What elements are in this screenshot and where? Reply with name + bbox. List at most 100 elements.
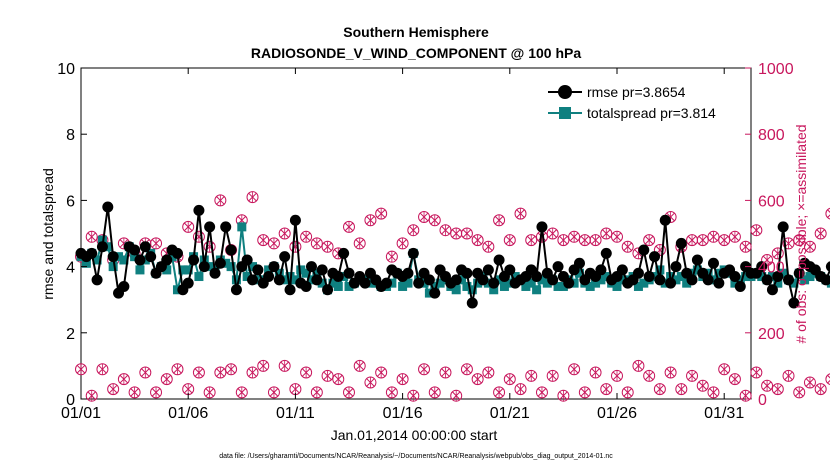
obs-upper-point <box>525 234 538 247</box>
x-tick-label: 01/21 <box>490 405 530 422</box>
rmse-point <box>488 277 500 289</box>
y-right-tick-label: 0 <box>758 392 767 409</box>
rmse-point <box>289 214 301 226</box>
obs-lower-point <box>546 369 559 382</box>
obs-lower-point <box>96 363 109 376</box>
rmse-point <box>343 267 355 279</box>
obs-lower-point <box>225 363 238 376</box>
obs-upper-point <box>343 220 355 233</box>
obs-lower-point <box>321 369 334 382</box>
legend-rmse-marker <box>558 85 572 99</box>
obs-upper-point <box>728 230 741 243</box>
rmse-point <box>649 251 661 263</box>
obs-lower-point <box>578 386 591 399</box>
obs-lower-point <box>653 383 666 396</box>
rmse-point <box>729 271 741 283</box>
totalspread-point <box>435 278 445 288</box>
obs-upper-point <box>257 234 270 247</box>
obs-lower-point <box>160 373 173 386</box>
obs-lower-point <box>278 359 291 372</box>
rmse-point <box>766 284 778 296</box>
totalspread-point <box>467 285 477 295</box>
totalspread-point <box>264 265 274 275</box>
rmse-point <box>547 274 559 286</box>
rmse-point <box>381 277 393 289</box>
rmse-point <box>600 247 612 259</box>
obs-upper-point <box>182 220 195 233</box>
obs-lower-point <box>332 373 345 386</box>
totalspread-point <box>403 278 413 288</box>
obs-upper-point <box>460 227 473 240</box>
totalspread-point <box>317 278 327 288</box>
y-right-tick-label: 1000 <box>758 61 794 78</box>
chart-title: Southern Hemisphere <box>343 24 489 40</box>
obs-lower-point <box>761 379 774 392</box>
obs-upper-point <box>568 230 581 243</box>
obs-upper-point <box>278 227 291 240</box>
obs-lower-point <box>782 369 795 382</box>
totalspread-point <box>612 281 622 291</box>
obs-lower-point <box>375 366 388 379</box>
obs-lower-point <box>643 369 656 382</box>
rmse-point <box>423 274 435 286</box>
rmse-point <box>252 264 264 276</box>
obs-upper-point <box>825 207 830 220</box>
rmse-point <box>188 254 200 266</box>
obs-upper-point <box>718 234 731 247</box>
rmse-point <box>783 274 795 286</box>
y-tick-label: 0 <box>66 392 75 409</box>
obs-upper-point <box>814 227 827 240</box>
totalspread-point <box>312 268 322 278</box>
rmse-point <box>230 284 242 296</box>
totalspread-point <box>344 281 354 291</box>
y-right-tick-label: 800 <box>758 127 785 144</box>
rmse-point <box>129 244 141 256</box>
obs-lower-point <box>803 376 816 389</box>
totalspread-point <box>81 258 91 268</box>
legend-box <box>541 78 741 126</box>
rmse-point <box>820 274 830 286</box>
obs-lower-point <box>192 366 205 379</box>
rmse-point <box>332 271 344 283</box>
rmse-point <box>145 251 157 263</box>
totalspread-point <box>398 281 408 291</box>
rmse-point <box>691 254 703 266</box>
rmse-point <box>402 267 414 279</box>
totalspread-point <box>601 272 611 282</box>
rmse-point <box>102 201 114 213</box>
totalspread-point <box>617 275 627 285</box>
totalspread-point <box>226 262 236 272</box>
totalspread-point <box>735 275 745 285</box>
totalspread-point <box>805 272 815 282</box>
y-axis-label: rmse and totalspread <box>40 168 56 300</box>
obs-upper-point <box>707 230 720 243</box>
y-right-tick-label: 600 <box>758 193 785 210</box>
totalspread-point <box>451 285 461 295</box>
totalspread-point <box>242 272 252 282</box>
rmse-point <box>220 221 232 233</box>
totalspread-point <box>499 281 509 291</box>
obs-lower-point <box>128 386 141 399</box>
obs-lower-point <box>343 386 355 399</box>
rmse-point <box>493 254 505 266</box>
totalspread-point <box>574 268 584 278</box>
legend-rmse-label: rmse pr=3.8654 <box>587 84 686 100</box>
obs-lower-point <box>139 366 152 379</box>
rmse-point <box>139 241 151 253</box>
y-tick-label: 2 <box>66 326 75 343</box>
rmse-point <box>638 244 650 256</box>
totalspread-point <box>682 278 692 288</box>
rmse-point <box>632 267 644 279</box>
obs-upper-point <box>428 214 441 227</box>
obs-lower-point <box>482 366 495 379</box>
obs-lower-point <box>525 369 538 382</box>
obs-lower-point <box>589 366 602 379</box>
totalspread-point <box>532 285 542 295</box>
obs-lower-point <box>696 379 709 392</box>
obs-upper-point <box>267 237 280 250</box>
totalspread-point <box>494 275 504 285</box>
totalspread-point <box>542 278 552 288</box>
obs-lower-point <box>267 386 280 399</box>
rmse-point <box>171 247 183 259</box>
totalspread-point <box>162 265 172 275</box>
